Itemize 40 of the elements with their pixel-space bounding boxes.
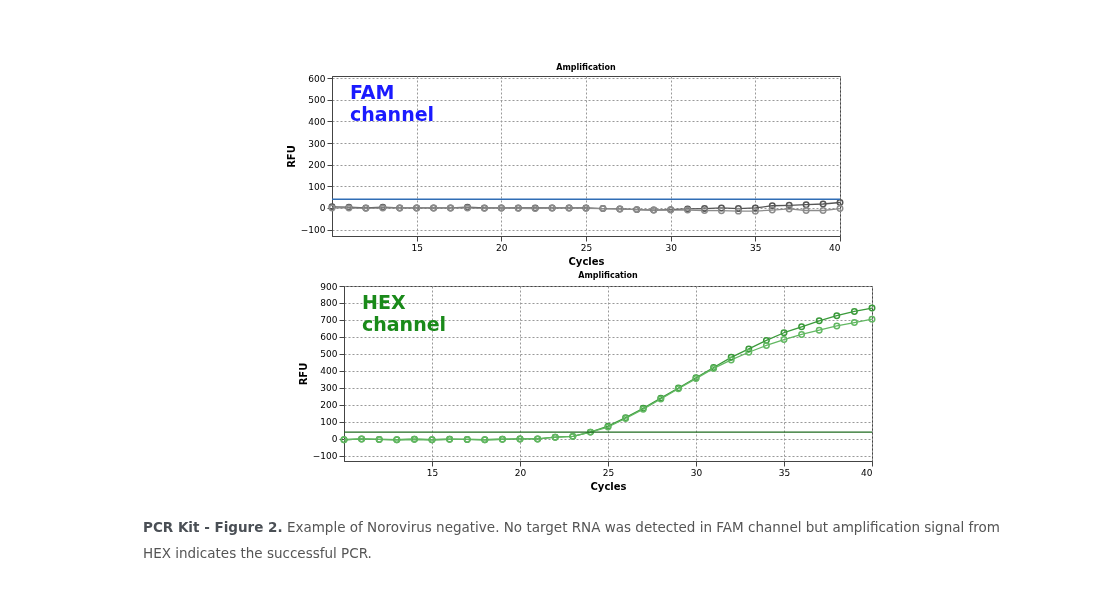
y-tick-label: 300 (320, 383, 338, 394)
annotation: HEX channel (362, 291, 447, 335)
y-tick-label: 600 (308, 73, 326, 84)
x-tick-label: 35 (778, 467, 791, 478)
x-tick-label: 20 (514, 467, 527, 478)
x-tick-label: 30 (665, 242, 678, 253)
annotation: FAM channel (350, 81, 435, 125)
y-tick-label: 0 (331, 434, 338, 445)
x-tick-label: 35 (750, 242, 762, 253)
x-tick-label: 40 (861, 467, 873, 478)
y-tick-label: 400 (308, 116, 326, 127)
y-tick-label: 200 (308, 160, 326, 171)
y-tick-label: 100 (308, 181, 326, 192)
y-tick-label: 0 (319, 203, 326, 214)
x-axis-title: Cycles (568, 255, 605, 267)
x-tick-label: 25 (580, 242, 593, 253)
y-tick-label: 300 (308, 138, 326, 149)
y-tick-label: −100 (300, 225, 326, 236)
y-tick-label: 600 (320, 332, 338, 343)
x-tick-label: 40 (829, 242, 841, 253)
y-axis-title: RFU (285, 145, 297, 168)
x-axis-title: Cycles (590, 480, 627, 492)
chart-title: Amplification (578, 271, 639, 280)
y-tick-label: 500 (308, 95, 326, 106)
y-tick-label: 500 (320, 349, 338, 360)
y-tick-label: 200 (320, 400, 338, 411)
x-tick-label: 30 (690, 467, 703, 478)
x-tick-label: 25 (602, 467, 615, 478)
y-tick-label: −100 (312, 451, 338, 462)
y-tick-label: 900 (320, 281, 338, 292)
x-tick-label: 20 (496, 242, 508, 253)
y-tick-label: 700 (320, 315, 338, 326)
y-tick-label: 400 (320, 366, 338, 377)
y-tick-label: 100 (320, 417, 338, 428)
text: PCR Kit - Figure 2. (143, 519, 283, 535)
chart-title: Amplification (556, 63, 617, 73)
x-tick-label: 15 (411, 242, 423, 253)
y-axis-title: RFU (297, 362, 309, 386)
y-tick-label: 800 (320, 298, 338, 309)
x-tick-label: 15 (426, 467, 439, 478)
